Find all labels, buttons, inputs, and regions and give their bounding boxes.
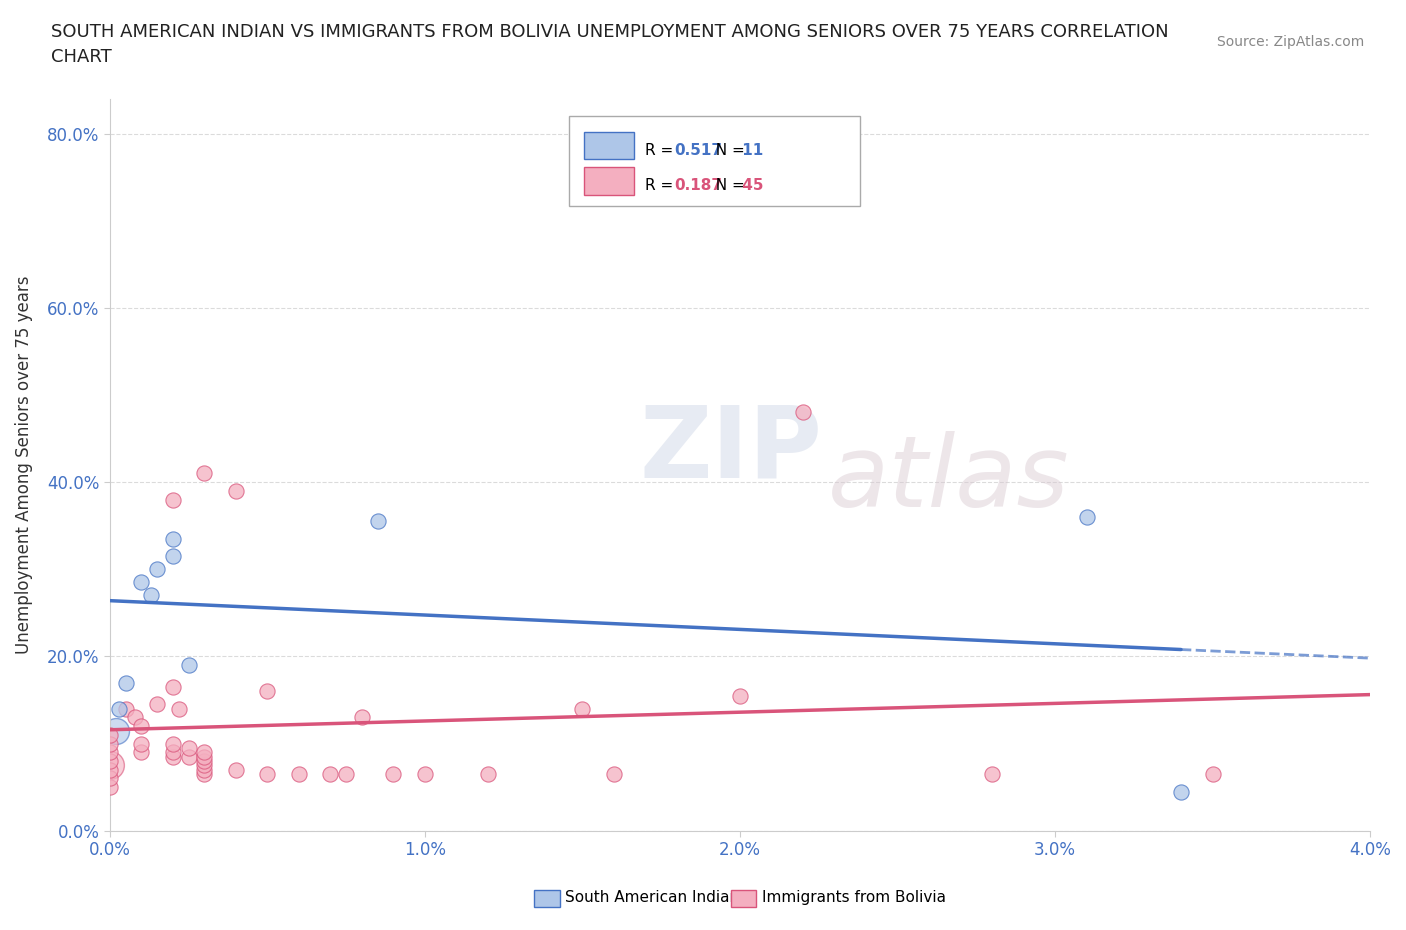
Point: [131, 745, 153, 760]
Text: 11: 11: [737, 142, 763, 157]
Text: N =: N =: [706, 142, 749, 157]
Text: Source: ZipAtlas.com: Source: ZipAtlas.com: [1216, 35, 1364, 49]
Point: [981, 766, 1004, 781]
Point: [603, 766, 626, 781]
Point: [319, 766, 342, 781]
Text: 45: 45: [737, 178, 763, 193]
Text: Immigrants from Bolivia: Immigrants from Bolivia: [762, 890, 946, 905]
Point: [193, 766, 215, 781]
Text: South American Indians: South American Indians: [565, 890, 748, 905]
Point: [114, 675, 136, 690]
Point: [98, 745, 121, 760]
Point: [162, 680, 184, 695]
Point: [350, 710, 373, 724]
Text: CHART: CHART: [51, 48, 111, 66]
Point: [477, 766, 499, 781]
Point: [1076, 510, 1098, 525]
Point: [98, 779, 121, 794]
Point: [571, 701, 593, 716]
Point: [728, 688, 751, 703]
Point: [98, 727, 121, 742]
Point: [1201, 766, 1223, 781]
Point: [193, 763, 215, 777]
Point: [382, 766, 405, 781]
Point: [108, 701, 131, 716]
Text: ZIP: ZIP: [640, 402, 823, 498]
Point: [105, 724, 128, 738]
Point: [162, 531, 184, 546]
Point: [335, 766, 357, 781]
Point: [131, 575, 153, 590]
Point: [367, 514, 389, 529]
Point: [792, 405, 814, 419]
Point: [162, 745, 184, 760]
Point: [193, 753, 215, 768]
Text: 0.517: 0.517: [675, 142, 723, 157]
Point: [146, 697, 169, 711]
Point: [256, 766, 278, 781]
Y-axis label: Unemployment Among Seniors over 75 years: Unemployment Among Seniors over 75 years: [15, 275, 32, 654]
Text: R =: R =: [645, 142, 679, 157]
Point: [98, 758, 121, 773]
Text: R =: R =: [645, 178, 679, 193]
Point: [225, 484, 247, 498]
Point: [225, 763, 247, 777]
Point: [114, 701, 136, 716]
Point: [98, 753, 121, 768]
Point: [131, 737, 153, 751]
Point: [167, 701, 190, 716]
Point: [193, 750, 215, 764]
Point: [193, 745, 215, 760]
Point: [256, 684, 278, 698]
Point: [124, 710, 146, 724]
Point: [98, 737, 121, 751]
Text: N =: N =: [706, 178, 749, 193]
Point: [288, 766, 311, 781]
Point: [162, 492, 184, 507]
Point: [162, 549, 184, 564]
Point: [146, 562, 169, 577]
Point: [413, 766, 436, 781]
Text: 0.187: 0.187: [675, 178, 723, 193]
Point: [139, 588, 162, 603]
Point: [131, 719, 153, 734]
Point: [177, 750, 200, 764]
Text: SOUTH AMERICAN INDIAN VS IMMIGRANTS FROM BOLIVIA UNEMPLOYMENT AMONG SENIORS OVER: SOUTH AMERICAN INDIAN VS IMMIGRANTS FROM…: [51, 23, 1168, 41]
Point: [98, 771, 121, 786]
Point: [1170, 784, 1192, 799]
Point: [177, 740, 200, 755]
Point: [193, 466, 215, 481]
Point: [98, 763, 121, 777]
Point: [193, 758, 215, 773]
Point: [162, 737, 184, 751]
Point: [177, 658, 200, 672]
Text: atlas: atlas: [828, 431, 1070, 528]
Point: [162, 750, 184, 764]
